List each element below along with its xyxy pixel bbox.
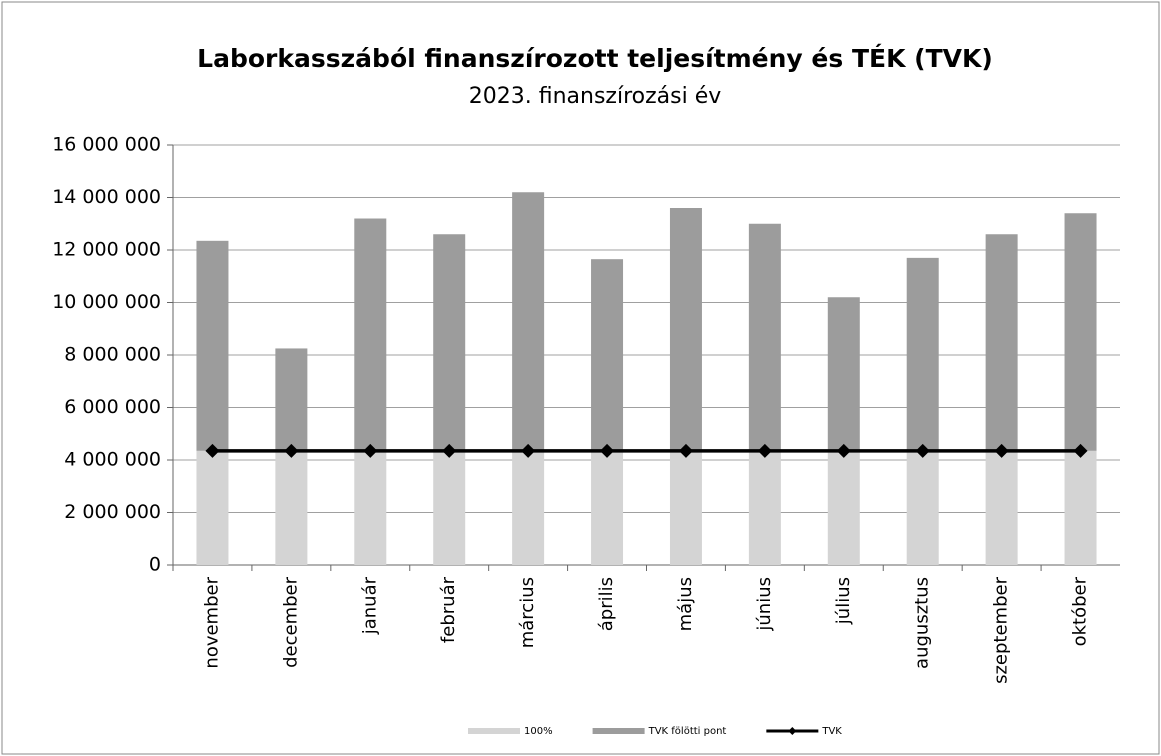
- line-marker: [678, 443, 693, 458]
- bar-segment: [512, 450, 545, 565]
- x-tick-label: február: [438, 576, 459, 643]
- chart-title: Laborkasszából finanszírozott teljesítmé…: [197, 44, 993, 73]
- legend-label: TVK fölötti pont: [648, 726, 727, 737]
- line-marker: [994, 443, 1009, 458]
- y-tick-label: 4 000 000: [64, 449, 161, 471]
- legend-swatch: [468, 728, 520, 734]
- bar-segment: [1064, 213, 1097, 451]
- bar-segment: [591, 450, 624, 565]
- line-marker: [836, 443, 851, 458]
- bar-segment: [827, 450, 860, 565]
- bar-segment: [354, 450, 387, 565]
- line-marker: [442, 443, 457, 458]
- y-tick-label: 14 000 000: [52, 186, 161, 208]
- bar-segment: [275, 450, 308, 565]
- bar-segment: [275, 348, 308, 451]
- y-tick-label: 12 000 000: [52, 239, 161, 261]
- bar-segment: [433, 450, 466, 565]
- y-tick-label: 2 000 000: [64, 501, 161, 523]
- x-tick-label: szeptember: [991, 576, 1012, 683]
- bar-segment: [985, 450, 1018, 565]
- line-marker: [521, 443, 536, 458]
- line-marker: [284, 443, 299, 458]
- line-marker: [1073, 443, 1088, 458]
- legend-swatch: [592, 728, 645, 734]
- x-tick-label: január: [359, 576, 380, 635]
- x-tick-label: augusztus: [912, 577, 933, 669]
- bar-segment: [748, 223, 781, 451]
- bar-segment: [906, 257, 939, 451]
- legend-label: 100%: [524, 726, 553, 737]
- x-tick-label: július: [833, 577, 854, 625]
- bar-segment: [1064, 450, 1097, 565]
- bar-segment: [669, 208, 702, 451]
- bar-segment: [906, 450, 939, 565]
- y-tick-label: 8 000 000: [64, 344, 161, 366]
- line-marker: [600, 443, 615, 458]
- bar-segment: [827, 297, 860, 451]
- x-tick-label: október: [1070, 576, 1091, 646]
- bar-segment: [591, 259, 624, 451]
- bar-segment: [512, 192, 545, 451]
- legend-label: TVK: [821, 726, 842, 737]
- bar-segment: [196, 450, 229, 565]
- x-tick-label: december: [280, 576, 301, 668]
- line-marker: [205, 443, 220, 458]
- bar-segment: [985, 234, 1018, 451]
- x-tick-label: június: [754, 577, 775, 632]
- x-tick-label: május: [675, 577, 696, 631]
- x-tick-label: november: [201, 576, 222, 668]
- legend-marker: [788, 727, 797, 735]
- bar-segment: [354, 218, 387, 451]
- bar-segment: [196, 240, 229, 451]
- bar-segment: [433, 234, 466, 451]
- y-tick-label: 0: [149, 554, 161, 576]
- bar-segment: [669, 450, 702, 565]
- y-tick-label: 6 000 000: [64, 396, 161, 418]
- y-tick-label: 10 000 000: [52, 291, 161, 313]
- y-tick-label: 16 000 000: [52, 134, 161, 156]
- x-tick-label: április: [596, 577, 617, 631]
- line-marker: [757, 443, 772, 458]
- chart-subtitle: 2023. finanszírozási év: [469, 84, 722, 109]
- x-tick-label: március: [517, 577, 538, 648]
- line-marker: [915, 443, 930, 458]
- line-marker: [363, 443, 378, 458]
- bar-segment: [748, 450, 781, 565]
